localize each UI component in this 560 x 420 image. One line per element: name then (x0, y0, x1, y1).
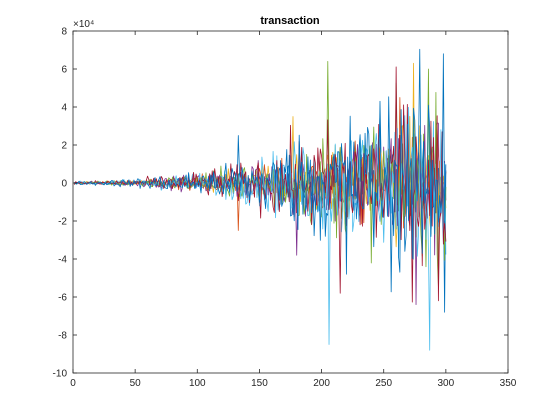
x-tick-label: 250 (375, 378, 392, 389)
y-tick-label: -8 (58, 331, 67, 342)
y-tick-label: -2 (58, 217, 67, 228)
axes-box (72, 30, 509, 374)
y-tick-label: 6 (61, 65, 67, 76)
x-tick-label: 100 (189, 378, 206, 389)
y-exponent-label: ×10⁴ (73, 19, 94, 30)
x-tick-label: 150 (251, 378, 268, 389)
chart-title: transaction (260, 15, 320, 27)
series-line-7 (73, 66, 447, 303)
axes-layer: 0 50 100 150 200 250 300 350 -10 -8 -6 -4 -2 0 2 4 6 8 (53, 27, 517, 390)
series-line-8 (73, 48, 447, 293)
y-tick-label: 0 (61, 179, 67, 190)
y-tick-label: -10 (53, 369, 68, 380)
y-tick-label: -6 (58, 293, 67, 304)
y-tick-label: 4 (61, 103, 67, 114)
y-tick-label: 8 (61, 27, 67, 38)
x-tick-label: 350 (500, 378, 517, 389)
y-tick-label: -4 (58, 255, 67, 266)
x-tick-label: 200 (313, 378, 330, 389)
x-tick-label: 50 (130, 378, 142, 389)
x-tick-label: 0 (70, 378, 76, 389)
series-layer (73, 48, 447, 351)
y-tick-label: 2 (61, 141, 67, 152)
x-tick-label: 300 (438, 378, 455, 389)
